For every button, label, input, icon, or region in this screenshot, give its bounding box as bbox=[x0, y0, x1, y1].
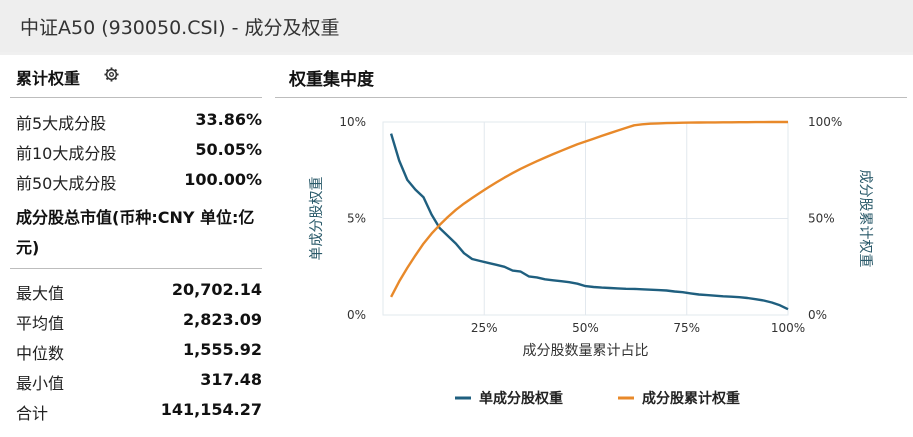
y-right-tick-label: 100% bbox=[808, 115, 842, 129]
market-cap-label: 最小值 bbox=[16, 374, 65, 393]
legend-label: 成分股累计权重 bbox=[642, 390, 740, 407]
market-cap-value: 20,702.14 bbox=[171, 280, 262, 299]
market-cap-label: 平均值 bbox=[16, 314, 65, 333]
divider bbox=[10, 268, 262, 269]
cumulative-weight-title: 累计权重 bbox=[16, 69, 81, 88]
series-line-cumulative-weight bbox=[390, 120, 788, 298]
y-right-tick-label: 0% bbox=[808, 308, 827, 322]
y-right-tick-label: 50% bbox=[808, 212, 835, 226]
content-panel: 累计权重 前5大成分股 33.86% 前10大成分股 50.05% 前50大成分… bbox=[0, 55, 913, 437]
weight-row: 前10大成分股 50.05% bbox=[16, 140, 262, 170]
market-cap-label: 中位数 bbox=[16, 344, 65, 363]
weight-row-value: 33.86% bbox=[195, 110, 262, 129]
market-cap-value: 141,154.27 bbox=[160, 400, 262, 419]
market-cap-label: 最大值 bbox=[16, 284, 65, 303]
y-left-axis-label: 单成分股权重 bbox=[309, 177, 325, 261]
market-cap-row: 最大值 20,702.14 bbox=[16, 280, 262, 310]
gear-icon[interactable] bbox=[104, 67, 119, 82]
market-cap-label: 合计 bbox=[16, 404, 49, 423]
market-cap-row: 中位数 1,555.92 bbox=[16, 340, 262, 370]
weight-row: 前50大成分股 100.00% bbox=[16, 170, 262, 200]
series-line-single-weight bbox=[389, 133, 789, 311]
y-left-tick-label: 10% bbox=[339, 115, 366, 129]
market-cap-row: 最小值 317.48 bbox=[16, 370, 262, 400]
weight-row-value: 50.05% bbox=[195, 140, 262, 159]
title-bar: 中证A50 (930050.CSI) - 成分及权重 bbox=[0, 0, 913, 52]
divider bbox=[10, 97, 262, 98]
page-title: 中证A50 (930050.CSI) - 成分及权重 bbox=[20, 17, 340, 39]
legend-label: 单成分股权重 bbox=[479, 390, 563, 407]
y-left-tick-label: 0% bbox=[347, 308, 366, 322]
market-cap-value: 317.48 bbox=[200, 370, 262, 389]
market-cap-row: 平均值 2,823.09 bbox=[16, 310, 262, 340]
x-axis-label: 成分股数量累计占比 bbox=[523, 343, 649, 359]
weight-row-value: 100.00% bbox=[184, 170, 262, 189]
weight-row-label: 前10大成分股 bbox=[16, 144, 117, 163]
market-cap-row: 合计 141,154.27 bbox=[16, 400, 262, 430]
market-cap-value: 2,823.09 bbox=[183, 310, 262, 329]
y-right-axis-label: 成分股累计权重 bbox=[857, 170, 873, 268]
market-cap-title: 成分股总市值(币种:CNY 单位:亿元) bbox=[16, 208, 255, 257]
x-tick-label: 50% bbox=[572, 321, 599, 335]
divider bbox=[275, 97, 907, 98]
market-cap-value: 1,555.92 bbox=[183, 340, 262, 359]
weight-row: 前5大成分股 33.86% bbox=[16, 110, 262, 140]
concentration-chart: 0%5%10%0%50%100%25% 50% 75% 100%成分股数量累计占比单成… bbox=[309, 115, 873, 407]
x-tick-label: 100% bbox=[771, 321, 805, 335]
weight-row-label: 前50大成分股 bbox=[16, 174, 117, 193]
x-tick-label: 25% bbox=[471, 321, 498, 335]
x-tick-label: 75% bbox=[673, 321, 700, 335]
chart-title: 权重集中度 bbox=[289, 70, 374, 90]
y-left-tick-label: 5% bbox=[347, 212, 366, 226]
weight-row-label: 前5大成分股 bbox=[16, 114, 107, 133]
